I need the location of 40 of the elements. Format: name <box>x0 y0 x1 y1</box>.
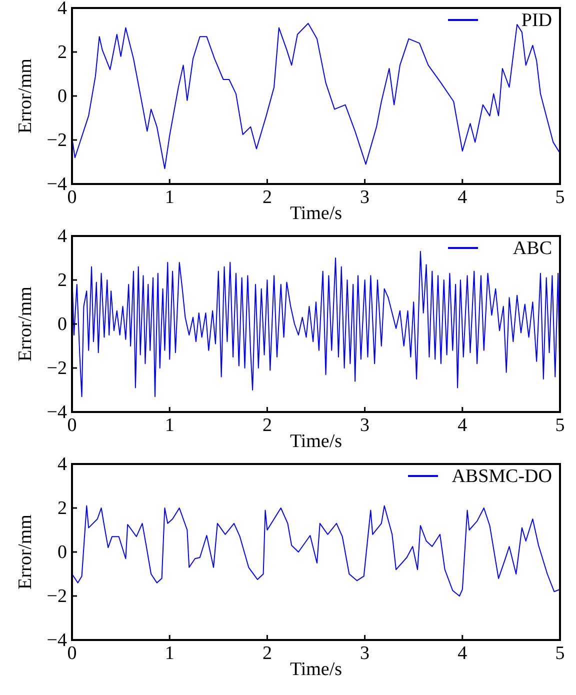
y-tick-label: 2 <box>58 498 67 519</box>
y-tick-label: −4 <box>46 174 68 195</box>
x-tick-label: 1 <box>164 187 174 208</box>
y-tick-label: 0 <box>58 542 67 563</box>
x-tick-label: 5 <box>555 643 565 664</box>
x-tick-label: 3 <box>360 187 370 208</box>
x-tick-label: 3 <box>360 643 370 664</box>
y-axis-title: Error/mm <box>15 514 36 590</box>
y-tick-label: −2 <box>46 586 67 607</box>
x-tick-label: 5 <box>555 187 565 208</box>
x-tick-label: 4 <box>458 643 468 664</box>
y-axis-title: Error/mm <box>15 286 36 362</box>
line-series <box>72 505 560 596</box>
y-tick-label: 4 <box>58 454 68 475</box>
y-tick-label: 0 <box>58 314 67 335</box>
x-tick-label: 4 <box>458 415 468 436</box>
x-axis-title: Time/s <box>290 203 342 224</box>
x-axis-title: Time/s <box>290 659 342 680</box>
y-tick-label: −2 <box>46 130 67 151</box>
y-tick-label: 4 <box>58 226 68 247</box>
y-tick-label: −2 <box>46 358 67 379</box>
y-tick-label: 4 <box>58 0 68 19</box>
y-axis-title: Error/mm <box>15 58 36 134</box>
legend-label: ABSMC-DO <box>452 466 552 487</box>
x-tick-label: 2 <box>262 187 272 208</box>
x-tick-label: 1 <box>164 415 174 436</box>
x-tick-label: 4 <box>458 187 468 208</box>
legend-label: PID <box>521 10 552 31</box>
x-tick-label: 2 <box>262 643 272 664</box>
y-tick-label: −4 <box>46 402 68 423</box>
y-tick-label: 0 <box>58 86 67 107</box>
x-axis-title: Time/s <box>290 431 342 452</box>
y-tick-label: 2 <box>58 270 67 291</box>
x-tick-label: 3 <box>360 415 370 436</box>
y-tick-label: −4 <box>46 630 68 651</box>
x-tick-label: 2 <box>262 415 272 436</box>
y-tick-label: 2 <box>58 42 67 63</box>
x-tick-label: 1 <box>164 643 174 664</box>
legend-label: ABC <box>512 238 552 259</box>
x-tick-label: 5 <box>555 415 565 436</box>
